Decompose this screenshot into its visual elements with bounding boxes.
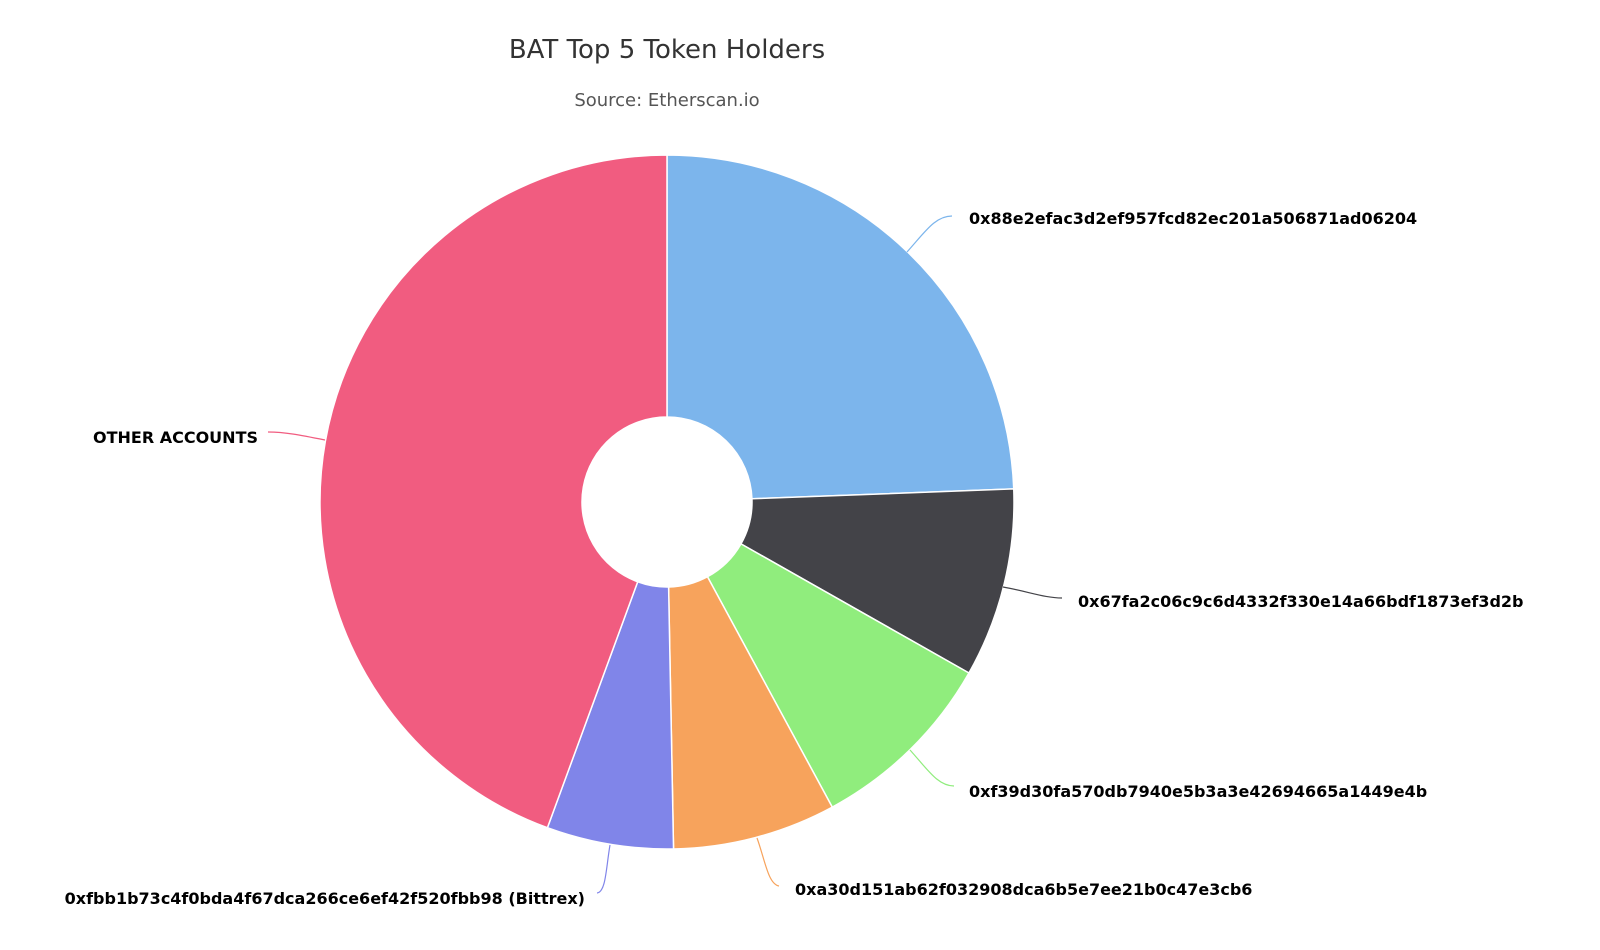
pie-slice[interactable] bbox=[739, 488, 1015, 674]
data-label: 0xa30d151ab62f032908dca6b5e7ee21b0c47e3c… bbox=[795, 880, 1252, 899]
label-connector bbox=[267, 431, 326, 441]
data-label: 0x88e2efac3d2ef957fcd82ec201a506871ad062… bbox=[969, 209, 1417, 228]
data-label: 0xf39d30fa570db7940e5b3a3e42694665a1449e… bbox=[969, 782, 1427, 801]
label-connector bbox=[1002, 586, 1063, 599]
pie-slice[interactable] bbox=[666, 154, 1015, 500]
label-connector bbox=[906, 215, 953, 253]
data-label: 0xfbb1b73c4f0bda4f67dca266ce6ef42f520fbb… bbox=[65, 889, 585, 908]
label-connector bbox=[756, 837, 780, 887]
label-connector bbox=[596, 844, 611, 894]
data-label: 0x67fa2c06c9c6d4332f330e14a66bdf1873ef3d… bbox=[1078, 592, 1524, 611]
pie-slice[interactable] bbox=[319, 154, 668, 829]
pie-slice[interactable] bbox=[667, 575, 834, 850]
label-connector bbox=[909, 749, 955, 787]
slices-group bbox=[319, 154, 1015, 850]
labels-group: 0x88e2efac3d2ef957fcd82ec201a506871ad062… bbox=[65, 209, 1524, 908]
chart-title: BAT Top 5 Token Holders bbox=[509, 35, 825, 65]
chart-subtitle: Source: Etherscan.io bbox=[574, 90, 759, 111]
pie-slice[interactable] bbox=[706, 542, 970, 809]
data-label: OTHER ACCOUNTS bbox=[93, 428, 258, 447]
